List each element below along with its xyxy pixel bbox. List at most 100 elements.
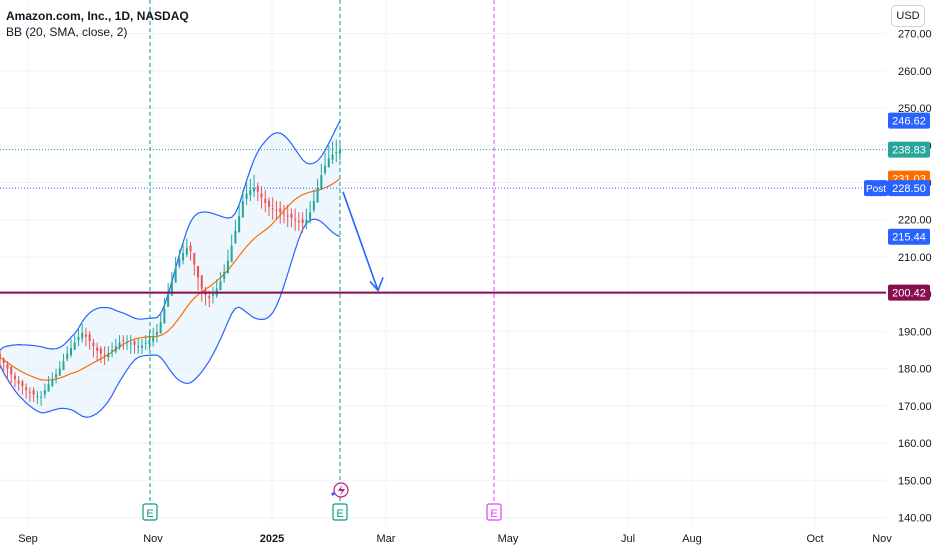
candlestick [185,238,188,257]
y-tick-label: 250.00 [898,103,932,115]
candle-body [245,193,248,199]
candlestick [290,208,293,228]
x-tick-label: Mar [377,533,396,545]
price-axis-label: 215.44 [888,228,930,245]
candlestick [126,335,129,351]
y-tick-label: 220.00 [898,215,932,227]
projection-arrow-head [369,277,384,292]
candlestick [133,338,136,354]
earnings-marker[interactable]: E [486,503,502,521]
x-tick-label: 2025 [260,533,284,545]
candle-body [249,189,252,196]
post-market-tag: Post [864,180,888,197]
candlestick [0,350,2,369]
price-label-text: 228.50 [892,183,926,195]
candlestick [331,141,334,164]
candlestick [159,312,162,334]
candlestick [312,189,315,213]
post-tag-label: Post [866,184,886,195]
candlestick [96,342,99,362]
candle-body [238,216,241,233]
candle-body [320,175,323,190]
candlestick [238,204,241,233]
candle-body [111,350,114,352]
candle-body [155,332,158,335]
candle-body [40,396,43,398]
candle-body [55,374,58,378]
candlestick [200,275,203,302]
candlestick [223,264,226,284]
candle-body [47,384,50,392]
candlestick [137,338,140,354]
candlestick [226,249,229,274]
candlestick [211,286,214,304]
candle-body [28,391,31,393]
bollinger-lower-line [0,218,341,418]
x-tick-label: Oct [806,533,823,545]
candle-body [234,230,237,244]
earnings-badge [332,503,348,521]
candlestick [260,186,263,209]
candlestick [47,376,50,392]
candle-body [301,219,304,223]
candlestick [305,208,308,230]
projection-arrow[interactable] [342,191,379,291]
candle-body [260,193,263,198]
candlestick [129,335,132,354]
dividend-event-icon[interactable] [331,482,349,498]
lightning-icon [338,485,345,496]
x-tick-label: Nov [143,533,163,545]
candlestick [69,338,73,358]
candle-body [6,364,9,369]
candlestick [51,372,54,388]
candlestick [17,376,20,391]
candle-body [286,215,289,217]
candle-body [96,347,99,351]
price-label-bg [888,180,930,197]
x-tick-label: Sep [18,533,38,545]
candle-body [43,390,46,395]
currency-button[interactable]: USD [891,5,925,27]
candle-body [77,336,80,341]
candle-body [223,271,226,279]
candlestick [170,271,173,296]
candle-body [294,219,297,221]
candle-body [84,334,87,337]
candlestick [297,212,300,231]
candlestick [320,163,323,190]
candle-body [73,342,76,350]
candlestick [152,327,155,347]
candle-body [99,348,102,354]
candle-body [167,294,170,307]
candle-body [327,158,330,168]
chart-legend: Amazon.com, Inc., 1D, NASDAQ BB (20, SMA… [6,8,189,40]
earnings-marker[interactable]: E [142,503,158,521]
symbol-title: Amazon.com, Inc., 1D, NASDAQ [6,9,189,23]
candlestick [81,323,84,343]
price-label-text: 200.42 [892,288,926,300]
x-tick-label: Nov [872,533,892,545]
candle-body [309,212,312,222]
candlestick [21,379,24,395]
candle-body [219,281,222,291]
earnings-marker[interactable]: E [332,503,348,521]
candlestick [241,189,244,218]
candle-body [144,342,147,344]
candle-body [163,309,166,324]
candlestick [167,283,170,307]
candlestick [55,368,58,384]
candlestick [28,387,31,403]
candle-body [193,252,196,265]
candlestick [43,383,46,399]
candle-body [17,380,20,384]
candle-body [148,339,151,345]
candle-body [197,265,200,278]
price-axis-label: 228.50 [888,180,930,197]
candle-body [21,381,24,387]
candlestick [316,178,319,203]
candlestick [163,297,166,324]
candlestick [324,152,327,176]
candlestick [249,178,252,202]
